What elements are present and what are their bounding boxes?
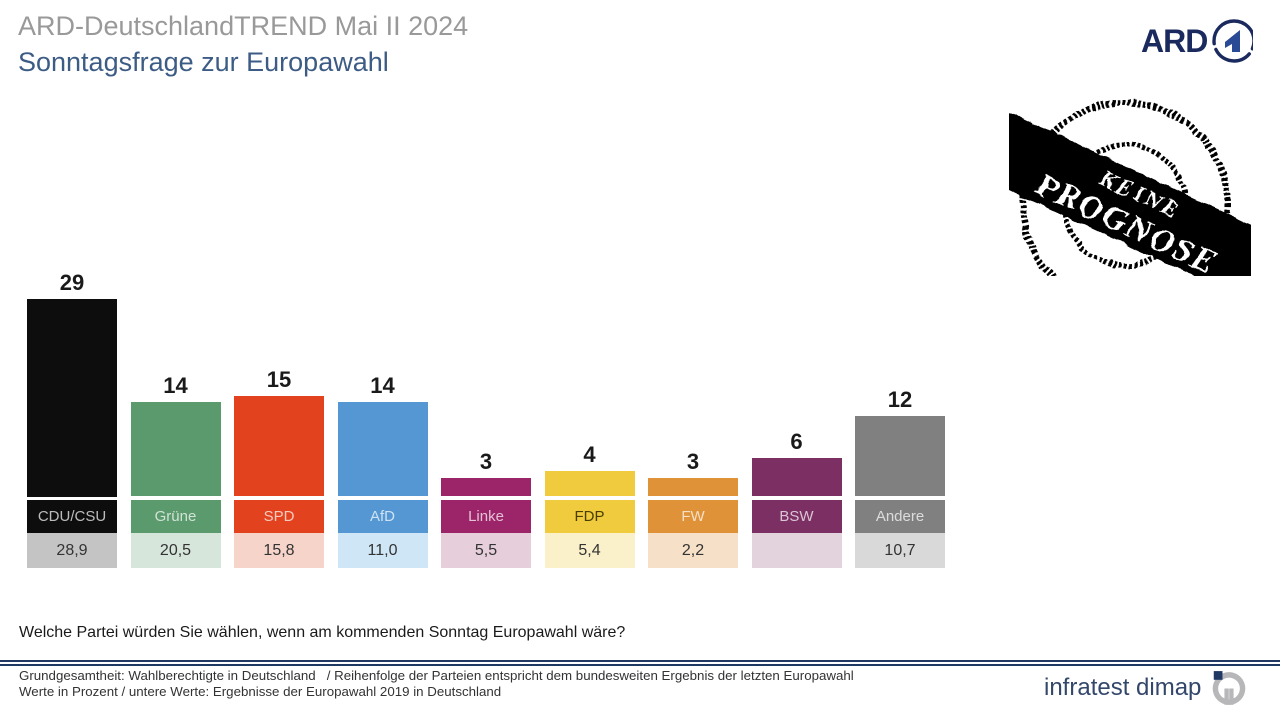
svg-text:ARD: ARD: [1141, 23, 1207, 59]
